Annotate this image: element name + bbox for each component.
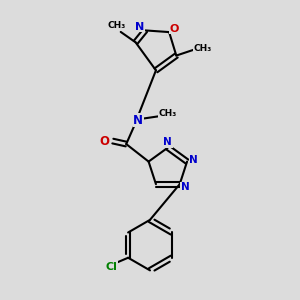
Text: N: N xyxy=(164,137,172,147)
Text: CH₃: CH₃ xyxy=(158,109,176,118)
Text: Cl: Cl xyxy=(106,262,118,272)
Text: O: O xyxy=(170,23,179,34)
Text: CH₃: CH₃ xyxy=(107,21,125,30)
Text: N: N xyxy=(133,114,143,127)
Text: N: N xyxy=(189,155,198,165)
Text: O: O xyxy=(100,135,110,148)
Text: CH₃: CH₃ xyxy=(194,44,212,52)
Text: N: N xyxy=(181,182,189,192)
Text: N: N xyxy=(135,22,145,32)
